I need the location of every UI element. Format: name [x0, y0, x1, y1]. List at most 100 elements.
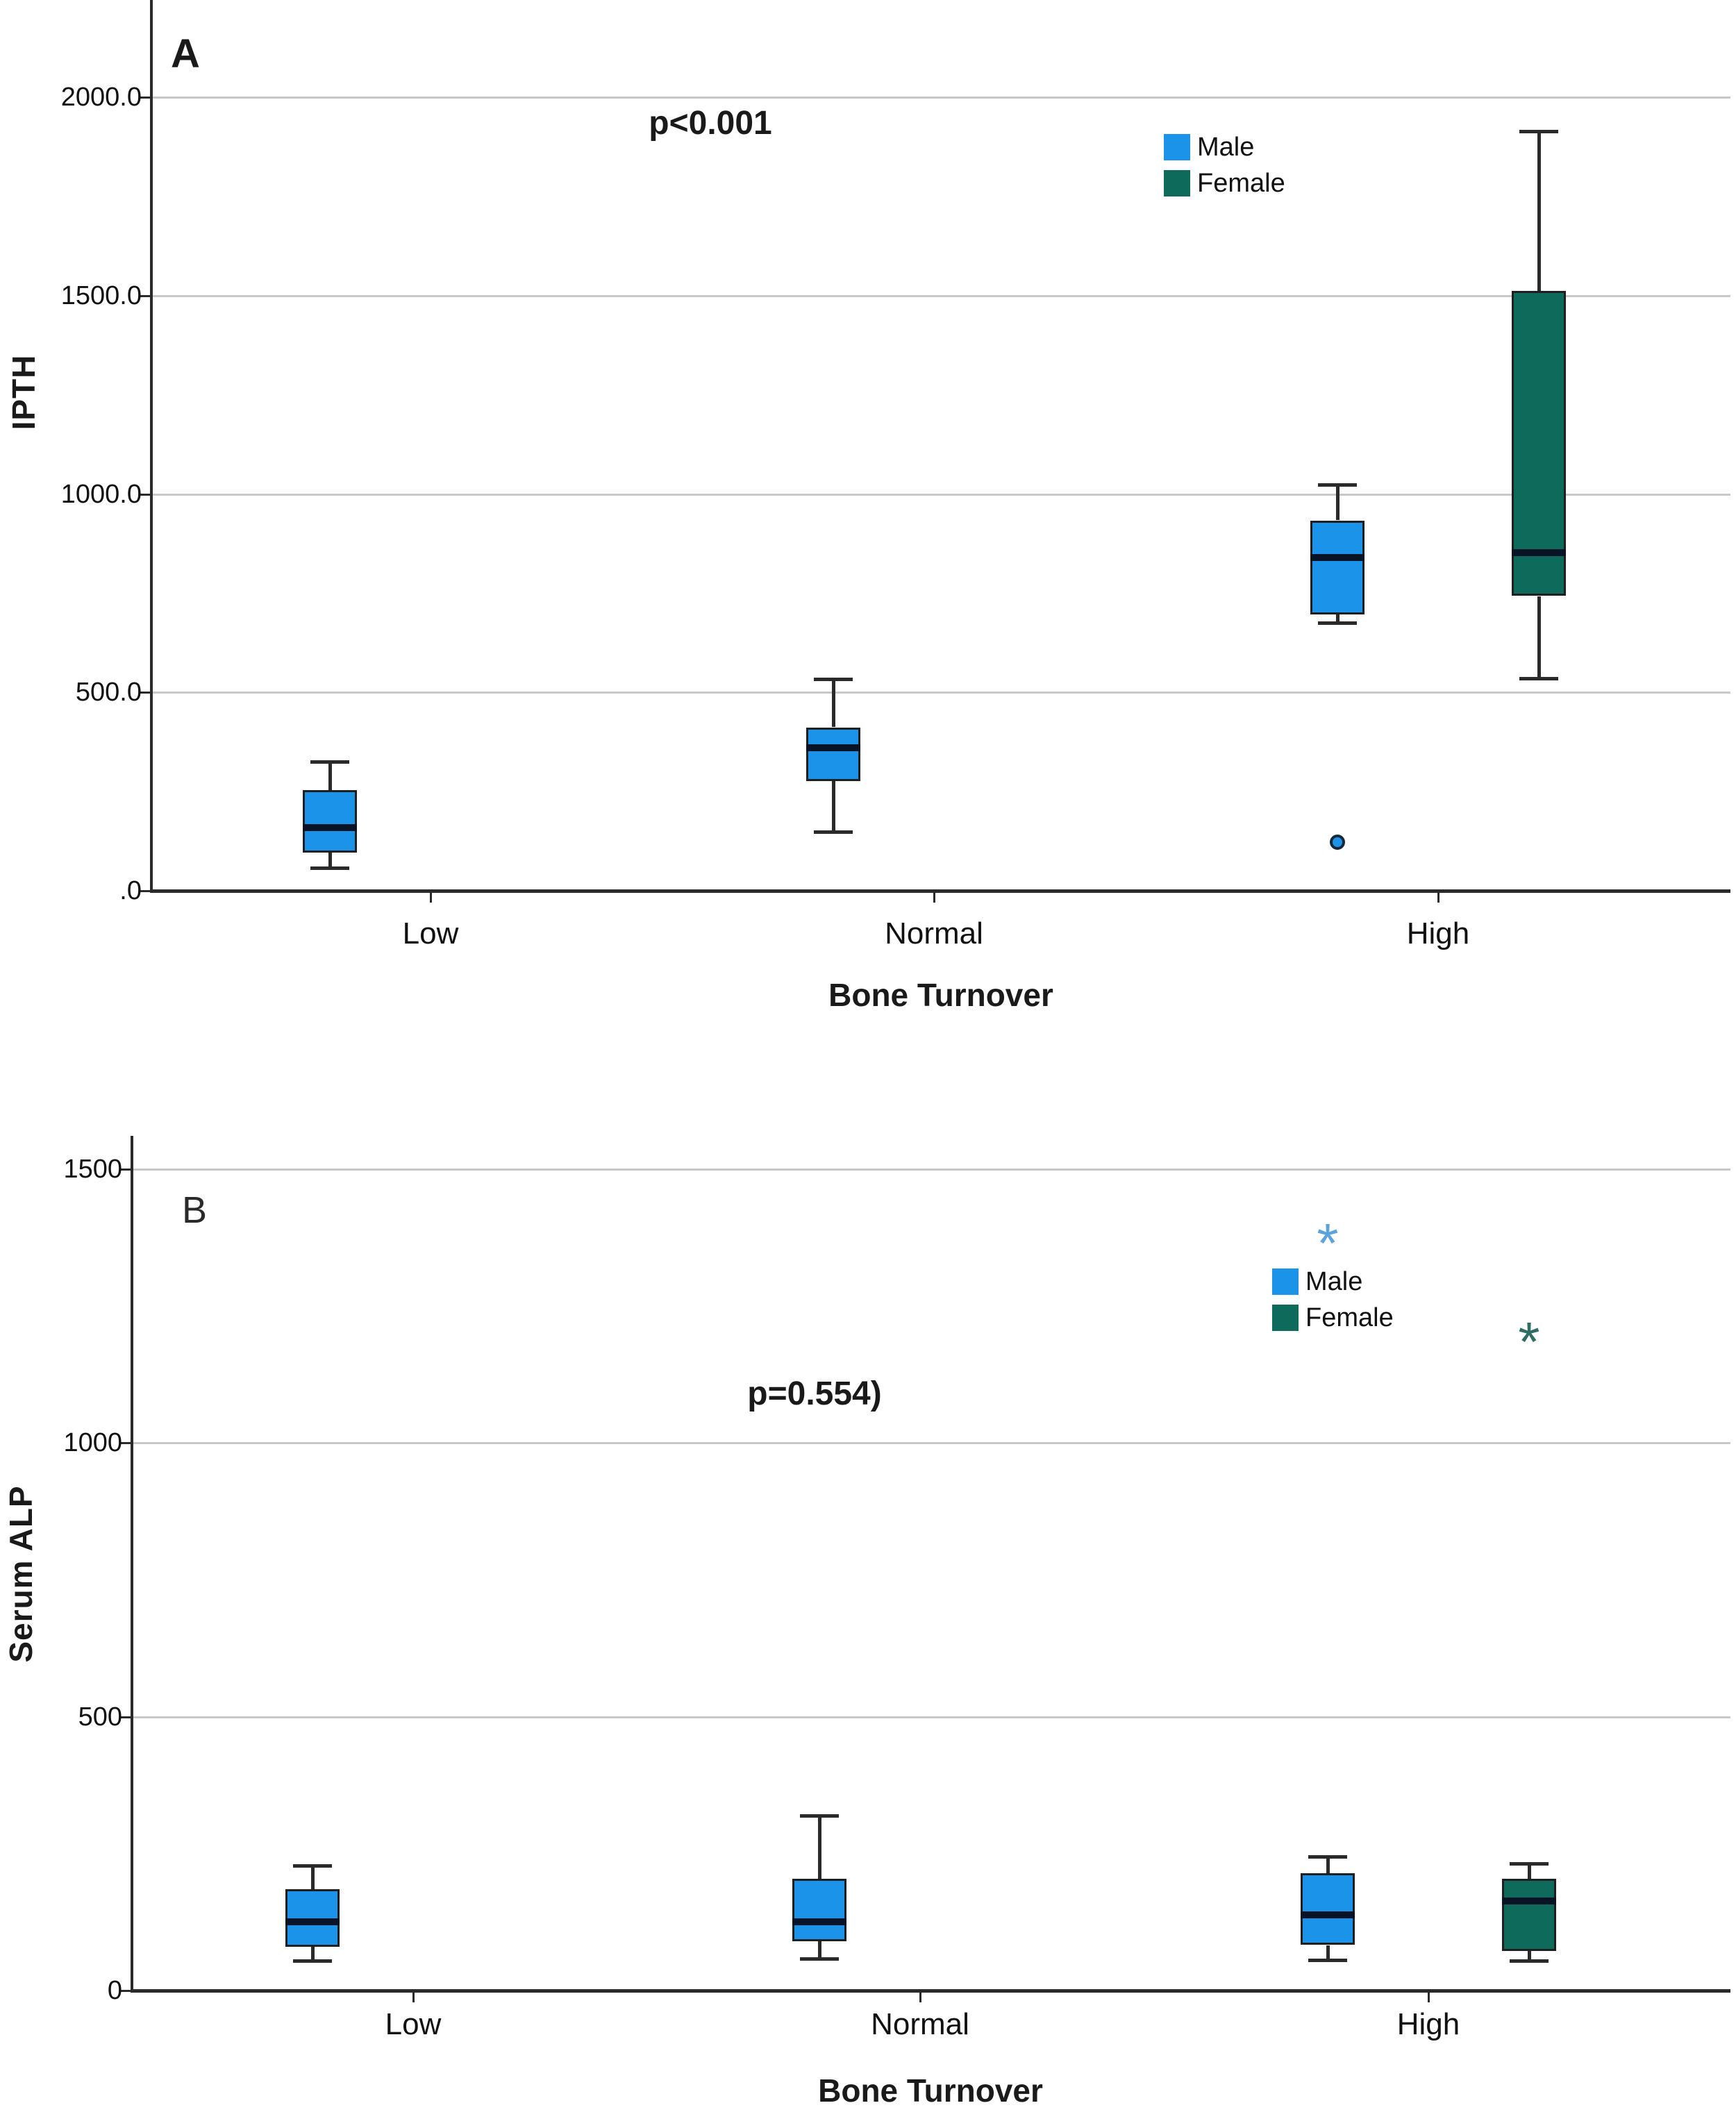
panel-label-b: B: [182, 1189, 208, 1231]
legend-label-male: Male: [1197, 132, 1255, 162]
x-tick-mark: [430, 893, 432, 903]
box-male-low: [285, 1889, 340, 1947]
whisker-cap-bottom-female-high: [1519, 677, 1558, 680]
whisker-cap-bottom-male-high: [1308, 1959, 1347, 1962]
outlier-asterisk-male-high: *: [1317, 1212, 1339, 1274]
x-tick-mark: [919, 1993, 921, 2002]
median-line-male-low: [285, 1918, 340, 1925]
gridline: [151, 494, 1730, 496]
x-axis-title-a: Bone Turnover: [828, 977, 1053, 1013]
box-female-high: [1512, 291, 1566, 596]
legend-label-male: Male: [1305, 1266, 1363, 1296]
outlier-asterisk-female-high: *: [1518, 1311, 1540, 1373]
x-axis-title-b: Bone Turnover: [818, 2072, 1043, 2109]
legend-item-male: Male: [1272, 1264, 1394, 1300]
gridline: [151, 295, 1730, 297]
x-axis-line: [131, 1989, 1730, 1993]
legend-swatch-male: [1164, 134, 1190, 160]
y-tick-label: 1500.0: [60, 281, 142, 310]
whisker-cap-top-female-high: [1519, 130, 1558, 133]
y-tick-label: 1000: [63, 1428, 122, 1457]
box-male-low: [303, 790, 357, 853]
legend-item-female: Female: [1272, 1300, 1394, 1336]
legend-swatch-male: [1272, 1268, 1299, 1295]
median-line-male-high: [1310, 554, 1364, 561]
y-tick-mark: [121, 1169, 132, 1171]
whisker-cap-bottom-male-low: [310, 866, 349, 870]
y-tick-label: 500: [78, 1702, 122, 1732]
gridline: [151, 692, 1730, 694]
whisker-cap-top-male-normal: [800, 1814, 839, 1818]
y-axis-title-b: Serum ALP: [3, 1485, 39, 1663]
y-tick-mark: [121, 1990, 132, 1992]
p-value-annotation-a: p<0.001: [649, 105, 772, 142]
legend-b: Male Female: [1272, 1264, 1394, 1336]
x-tick-label: Normal: [871, 2007, 969, 2041]
y-tick-label: 1500: [63, 1155, 122, 1184]
whisker-upper-male-normal: [832, 679, 835, 727]
box-male-normal: [806, 728, 860, 781]
x-tick-mark: [412, 1993, 415, 2002]
whisker-lower-male-low: [311, 1947, 315, 1961]
whisker-cap-top-male-high: [1318, 483, 1357, 487]
legend-item-female: Female: [1164, 165, 1285, 201]
x-tick-label: Low: [402, 916, 459, 950]
whisker-lower-male-high: [1326, 1945, 1330, 1960]
y-tick-label: 1000.0: [60, 480, 142, 509]
x-tick-label: High: [1406, 916, 1470, 950]
whisker-upper-female-high: [1528, 1863, 1531, 1879]
legend-label-female: Female: [1305, 1303, 1394, 1332]
box-male-high: [1301, 1873, 1355, 1945]
y-tick-label: 2000.0: [60, 83, 142, 112]
whisker-cap-top-male-low: [293, 1864, 332, 1868]
whisker-upper-male-high: [1326, 1857, 1330, 1873]
panel-label-a: A: [171, 31, 200, 76]
whisker-cap-top-male-normal: [814, 678, 853, 681]
gridline: [151, 97, 1730, 99]
x-tick-label: Normal: [885, 916, 983, 950]
median-line-male-high: [1301, 1911, 1355, 1918]
legend-label-female: Female: [1197, 168, 1285, 198]
y-tick-mark: [140, 295, 151, 297]
y-axis-line: [150, 0, 153, 891]
p-value-annotation-b: p=0.554): [747, 1375, 882, 1412]
median-line-female-high: [1512, 549, 1566, 556]
y-tick-mark: [140, 890, 151, 892]
gridline: [132, 1442, 1730, 1444]
median-line-male-normal: [792, 1918, 846, 1925]
whisker-lower-male-normal: [832, 781, 835, 832]
x-tick-mark: [1437, 893, 1439, 903]
whisker-upper-male-high: [1336, 485, 1339, 520]
box-male-normal: [792, 1879, 846, 1941]
median-line-male-low: [303, 824, 357, 831]
median-line-female-high: [1502, 1898, 1556, 1904]
whisker-upper-female-high: [1537, 131, 1541, 291]
whisker-lower-female-high: [1537, 596, 1541, 678]
whisker-cap-top-female-high: [1510, 1862, 1549, 1866]
whisker-lower-male-normal: [818, 1941, 821, 1959]
y-tick-mark: [140, 494, 151, 496]
legend-a: Male Female: [1164, 129, 1285, 201]
x-axis-line: [150, 889, 1730, 893]
y-tick-label: 500.0: [75, 678, 142, 707]
y-tick-mark: [140, 97, 151, 99]
whisker-cap-top-male-low: [310, 760, 349, 764]
legend-item-male: Male: [1164, 129, 1285, 165]
whisker-upper-male-low: [311, 1866, 315, 1889]
legend-swatch-female: [1272, 1305, 1299, 1331]
whisker-upper-male-normal: [818, 1816, 821, 1879]
y-tick-mark: [121, 1716, 132, 1718]
gridline: [132, 1716, 1730, 1718]
x-tick-mark: [933, 893, 935, 903]
x-tick-mark: [1428, 1993, 1430, 2002]
gridline: [132, 1169, 1730, 1171]
whisker-lower-male-low: [328, 853, 332, 868]
whisker-lower-male-high: [1336, 614, 1339, 622]
y-tick-mark: [121, 1442, 132, 1444]
whisker-cap-bottom-female-high: [1510, 1959, 1549, 1963]
y-tick-label: 0: [107, 1976, 122, 2005]
x-tick-label: High: [1396, 2007, 1460, 2041]
y-axis-line: [131, 1136, 133, 1991]
